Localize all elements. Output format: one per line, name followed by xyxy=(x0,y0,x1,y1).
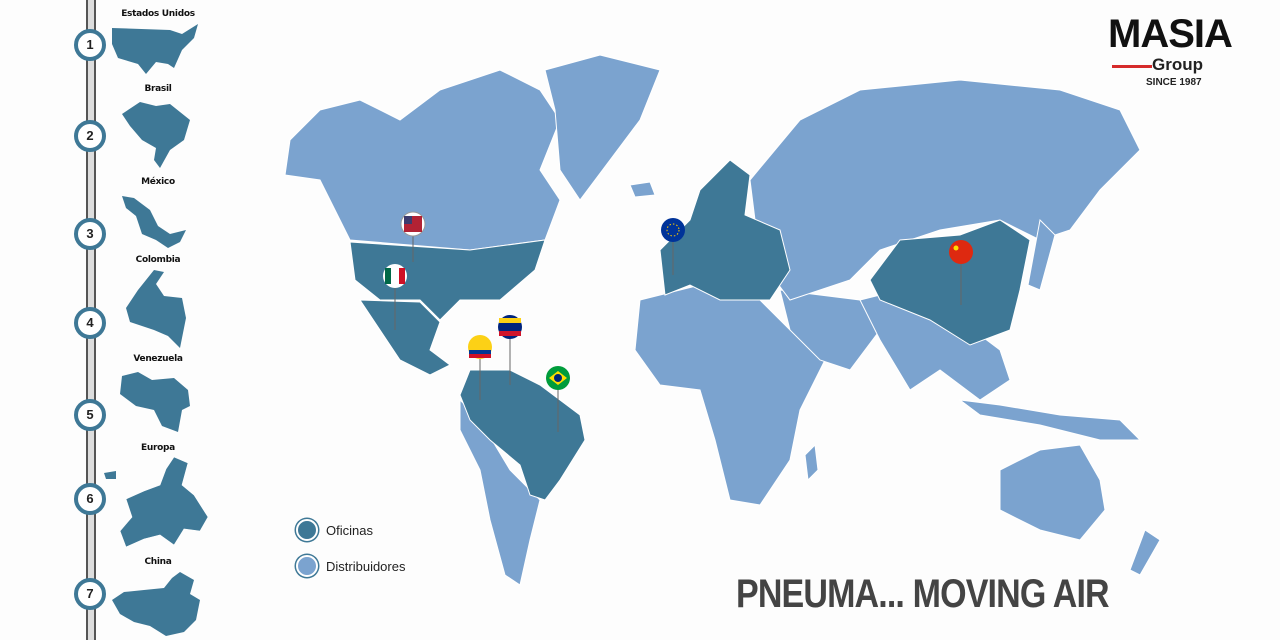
step-6: 6 xyxy=(74,483,106,515)
mexico xyxy=(359,299,451,376)
greenland xyxy=(544,54,661,201)
legend-distributors-label: Distribuidores xyxy=(326,558,406,574)
usa xyxy=(349,239,546,321)
usa-silhouette xyxy=(112,24,198,74)
european-union-flag-pin xyxy=(661,218,685,242)
europe-silhouette xyxy=(104,456,209,548)
legend-distributors: Distribuidores xyxy=(296,555,405,577)
country-label: Brasil xyxy=(144,84,172,94)
country-label: Europa xyxy=(141,443,175,453)
australia xyxy=(999,444,1106,541)
japan xyxy=(1027,218,1056,291)
step-3: 3 xyxy=(74,218,106,250)
russia-asia xyxy=(749,79,1141,301)
brazil-silhouette xyxy=(122,102,190,168)
china xyxy=(869,219,1031,346)
colombia-silhouette xyxy=(126,270,186,348)
china-flag-pin xyxy=(949,240,973,264)
europe xyxy=(659,159,791,301)
colombia-venezuela-brazil xyxy=(459,369,586,501)
distributors-swatch xyxy=(296,555,318,577)
slogan: PNEUMA... MOVING AIR xyxy=(736,572,1110,616)
country-label: Estados Unidos xyxy=(121,9,195,19)
legend-offices-label: Oficinas xyxy=(326,522,373,538)
mexico-silhouette xyxy=(122,196,186,248)
legend-offices: Oficinas xyxy=(296,519,373,541)
logo-name: MASIA xyxy=(1108,12,1233,56)
offices-swatch xyxy=(296,519,318,541)
step-4: 4 xyxy=(74,307,106,339)
step-7: 7 xyxy=(74,578,106,610)
step-1: 1 xyxy=(74,29,106,61)
logo-since: SINCE 1987 xyxy=(1146,77,1202,88)
madagascar xyxy=(804,443,819,482)
step-5: 5 xyxy=(74,399,106,431)
south-america-rest xyxy=(459,398,541,586)
country-label: Colombia xyxy=(135,255,181,265)
indonesia xyxy=(958,399,1142,441)
logo-red-line xyxy=(1112,65,1152,68)
location-pins xyxy=(383,211,973,432)
iceland xyxy=(629,181,656,198)
china-silhouette xyxy=(112,572,200,636)
country-label: México xyxy=(141,177,175,187)
country-label: China xyxy=(144,557,172,567)
country-label: Venezuela xyxy=(133,354,183,364)
logo-sub: Group xyxy=(1152,55,1203,74)
canada-alaska xyxy=(284,69,561,251)
step-2: 2 xyxy=(74,120,106,152)
mexico-flag-icon xyxy=(385,268,391,284)
masia-group-logo: MASIA Group SINCE 1987 xyxy=(1108,14,1248,94)
new-zealand xyxy=(1129,529,1161,576)
africa xyxy=(634,284,831,506)
venezuela-silhouette xyxy=(120,372,190,432)
